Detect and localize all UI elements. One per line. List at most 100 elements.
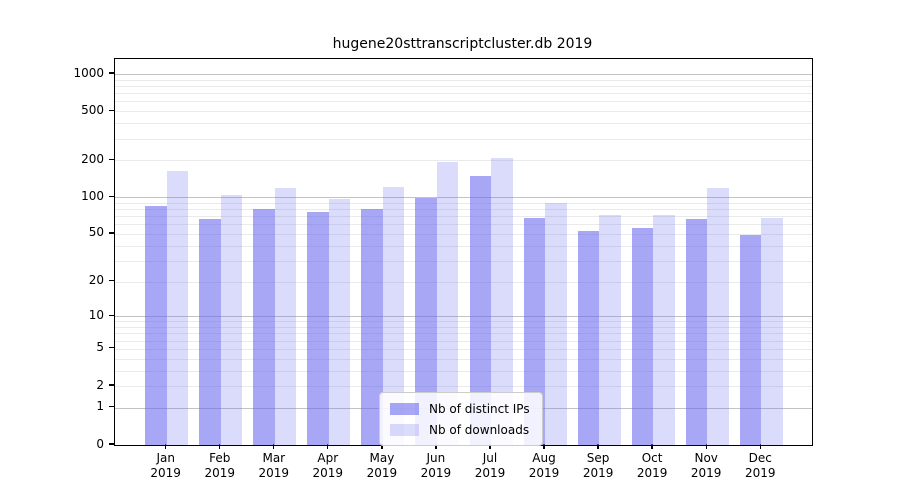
x-tick-label-apr: Apr 2019: [312, 451, 344, 480]
bar-downloads-nov: [707, 187, 729, 445]
bar-distinct-ips-aug: [523, 218, 545, 445]
gridline-80: [115, 209, 812, 210]
x-tick-mark-may: [381, 444, 383, 449]
gridline-8: [115, 327, 812, 328]
x-tick-label-nov: Nov 2019: [690, 451, 722, 480]
x-tick-mark-oct: [651, 444, 653, 449]
legend-item-downloads: Nb of downloads: [390, 421, 530, 438]
legend-swatch-distinct-ips: [390, 402, 419, 415]
legend-item-distinct-ips: Nb of distinct IPs: [390, 400, 530, 417]
y-tick-label-10: 10: [88, 307, 104, 322]
x-tick-mark-apr: [327, 444, 329, 449]
y-tick-label-2: 2: [96, 377, 104, 392]
gridline-60: [115, 224, 812, 226]
legend-swatch-downloads: [390, 423, 419, 436]
gridline-400: [115, 123, 812, 125]
gridline-200: [115, 160, 812, 162]
x-tick-label-sep: Sep 2019: [582, 451, 614, 480]
bar-distinct-ips-oct: [631, 227, 654, 445]
gridline-600: [115, 101, 812, 103]
x-tick-label-dec: Dec 2019: [745, 451, 776, 480]
y-tick-mark-0: [109, 443, 114, 445]
bar-distinct-ips-sep: [577, 230, 600, 445]
bar-distinct-ips-may: [361, 209, 383, 445]
y-tick-label-1: 1: [96, 399, 104, 414]
bar-distinct-ips-dec: [739, 234, 762, 445]
y-tick-mark-5: [109, 347, 114, 349]
y-tick-mark-1: [109, 406, 114, 408]
x-tick-label-feb: Feb 2019: [204, 451, 236, 480]
gridline-4: [115, 358, 812, 360]
gridline-700: [115, 93, 812, 95]
x-tick-label-aug: Aug 2019: [528, 451, 560, 480]
bar-distinct-ips-jul: [469, 175, 491, 445]
x-tick-mark-jul: [489, 444, 491, 449]
gridline-7: [115, 333, 812, 335]
bar-downloads-oct: [653, 215, 675, 445]
x-tick-mark-feb: [219, 444, 221, 449]
y-tick-mark-10: [109, 314, 114, 316]
bar-downloads-jul: [491, 157, 513, 445]
gridline-1000: [115, 74, 812, 75]
bar-distinct-ips-jan: [145, 205, 167, 445]
bar-distinct-ips-nov: [685, 219, 708, 445]
gridline-9: [115, 321, 812, 323]
y-tick-label-5: 5: [96, 340, 104, 355]
y-tick-mark-50: [109, 232, 114, 234]
bar-distinct-ips-apr: [307, 212, 329, 445]
x-tick-mark-sep: [597, 444, 599, 449]
x-tick-label-oct: Oct 2019: [636, 451, 668, 480]
y-tick-mark-200: [109, 158, 114, 160]
bar-downloads-may: [382, 187, 405, 445]
y-tick-label-1000: 1000: [73, 65, 104, 80]
y-tick-label-500: 500: [81, 102, 104, 117]
y-tick-label-20: 20: [88, 273, 104, 287]
x-tick-mark-jan: [165, 444, 167, 449]
bar-downloads-jan: [166, 171, 189, 445]
plot-area: Nb of distinct IPs Nb of downloads: [114, 58, 813, 446]
y-tick-label-0: 0: [96, 436, 104, 451]
y-tick-mark-20: [109, 279, 114, 282]
y-tick-mark-500: [109, 109, 114, 111]
x-tick-label-jun: Jun 2019: [420, 451, 452, 480]
bar-downloads-sep: [599, 215, 621, 445]
gridline-20: [115, 281, 812, 283]
y-tick-mark-1000: [109, 72, 114, 74]
x-tick-label-mar: Mar 2019: [258, 451, 290, 480]
gridline-70: [115, 216, 812, 218]
gridline-40: [115, 245, 812, 247]
gridline-800: [115, 86, 812, 87]
x-tick-mark-nov: [705, 444, 707, 449]
bar-downloads-feb: [220, 194, 243, 445]
gridline-6: [115, 340, 812, 342]
gridline-500: [115, 111, 812, 113]
bar-distinct-ips-feb: [199, 219, 221, 445]
bar-downloads-aug: [545, 202, 567, 445]
gridline-2: [115, 386, 812, 387]
gridline-3: [115, 370, 812, 372]
gridline-100: [115, 197, 812, 199]
bar-downloads-jun: [436, 161, 459, 445]
chart-title: hugene20sttranscriptcluster.db 2019: [332, 36, 593, 52]
x-tick-label-jan: Jan 2019: [150, 451, 181, 480]
bar-downloads-apr: [328, 198, 351, 445]
gridline-5: [115, 348, 812, 350]
y-tick-label-200: 200: [81, 151, 104, 166]
x-tick-mark-dec: [759, 444, 761, 449]
bar-distinct-ips-mar: [253, 209, 275, 445]
bar-distinct-ips-jun: [415, 197, 437, 445]
y-tick-mark-2: [109, 384, 114, 386]
x-tick-label-jul: Jul 2019: [474, 451, 506, 480]
x-tick-mark-mar: [273, 444, 275, 449]
y-tick-mark-100: [109, 195, 114, 197]
bar-downloads-dec: [761, 217, 783, 445]
gridline-10: [115, 316, 812, 318]
gridline-300: [115, 138, 812, 140]
gridline-50: [115, 233, 812, 235]
gridline-30: [115, 260, 812, 262]
legend-label-distinct-ips: Nb of distinct IPs: [429, 401, 530, 416]
gridline-90: [115, 202, 812, 204]
gridline-900: [115, 79, 812, 81]
y-tick-label-50: 50: [88, 225, 104, 240]
